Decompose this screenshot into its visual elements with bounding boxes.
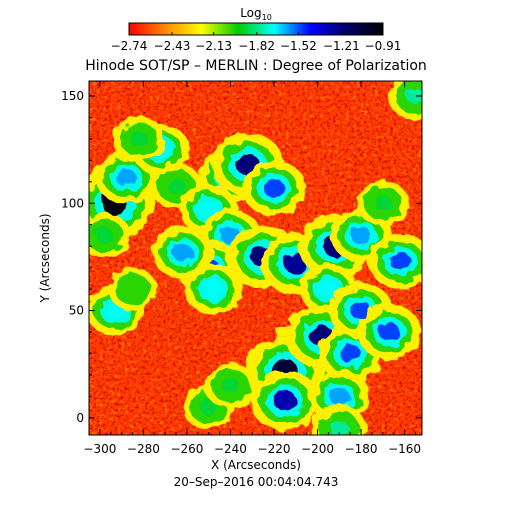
heatmap-feature-contour (406, 88, 422, 104)
colorbar-tick-label: −2.43 (154, 39, 191, 53)
heatmap-feature (250, 370, 320, 431)
x-axis-label: X (Arcseconds) (211, 458, 301, 472)
colorbar-tick-label: −1.21 (323, 39, 360, 53)
heatmap-feature (356, 180, 409, 226)
heatmap-feature (113, 116, 165, 162)
heatmap-feature-contour (130, 131, 148, 147)
heatmap-feature-contour (339, 344, 361, 363)
x-tick-label: −280 (127, 442, 160, 456)
heatmap-feature (211, 133, 285, 197)
colorbar-label: Log10 (240, 6, 272, 22)
heatmap-feature (388, 81, 422, 120)
heatmap-feature-contour (378, 322, 400, 342)
heatmap-feature-contour (350, 226, 372, 245)
heatmap-feature (368, 233, 422, 289)
colorbar-tick-label: −0.91 (365, 39, 402, 53)
heatmap-feature (242, 160, 306, 216)
heatmap-feature (357, 304, 422, 360)
colorbar-gradient (128, 22, 384, 36)
heatmap-plot (88, 80, 423, 436)
colorbar: Log10 −2.74 −2.43 −2.13 −1.82 −1.52 −1.21 −0.9… (111, 6, 402, 53)
heatmap-feature-contour (318, 280, 339, 298)
x-tick-label: −240 (214, 442, 247, 456)
heatmap-feature-contour (203, 280, 223, 298)
y-tick-label: 150 (61, 89, 84, 103)
heatmap-feature-contour (374, 195, 392, 211)
timestamp: 20–Sep–2016 00:04:04.743 (174, 475, 339, 489)
chart-title: Hinode SOT/SP – MERLIN : Degree of Polar… (85, 58, 427, 74)
heatmap-feature (152, 226, 213, 280)
y-tick-label: 100 (61, 196, 84, 210)
heatmap-feature-contour (172, 243, 193, 262)
y-tick-label: 50 (69, 304, 84, 318)
x-tick-label: −160 (388, 442, 421, 456)
y-axis: 0 50 100 150 (61, 89, 422, 425)
heatmap-feature-contour (200, 399, 218, 415)
colorbar-ticks: −2.74 −2.43 −2.13 −1.82 −1.52 −1.21 −0.91 (111, 32, 402, 53)
heatmap-feature (108, 267, 157, 311)
heatmap-feature (204, 363, 257, 409)
heatmap-features (89, 81, 422, 435)
heatmap-feature (95, 151, 157, 204)
heatmap-feature-contour (330, 420, 349, 435)
heatmap-feature-contour (389, 251, 411, 271)
plot-frame (88, 80, 423, 436)
heatmap-feature-contour (124, 282, 141, 297)
x-tick-label: −220 (258, 442, 291, 456)
y-tick-label: 0 (76, 411, 84, 425)
heatmap-feature-contour (329, 387, 350, 406)
x-tick-label: −200 (301, 442, 334, 456)
heatmap-feature-contour (221, 378, 240, 394)
heatmap-feature-contour (167, 178, 185, 194)
heatmap-feature (89, 212, 131, 259)
x-axis: −300 −280 −260 −240 −220 −200 −180 −160 (83, 81, 421, 456)
colorbar-tick-label: −2.13 (195, 39, 232, 53)
colorbar-tick-label: −1.82 (238, 39, 275, 53)
colorbar-tick-label: −1.52 (280, 39, 317, 53)
heatmap-feature (184, 263, 242, 315)
heatmap-feature-contour (95, 227, 113, 243)
x-tick-label: −180 (345, 442, 378, 456)
x-tick-label: −300 (83, 442, 116, 456)
heatmap-feature-contour (273, 390, 297, 411)
x-tick-label: −260 (170, 442, 203, 456)
heatmap-feature-contour (115, 168, 137, 187)
colorbar-tick-label: −2.74 (111, 39, 148, 53)
heatmap-feature (311, 404, 367, 435)
heatmap-feature-contour (263, 179, 285, 198)
y-axis-label: Y (Arcseconds) (38, 213, 52, 303)
